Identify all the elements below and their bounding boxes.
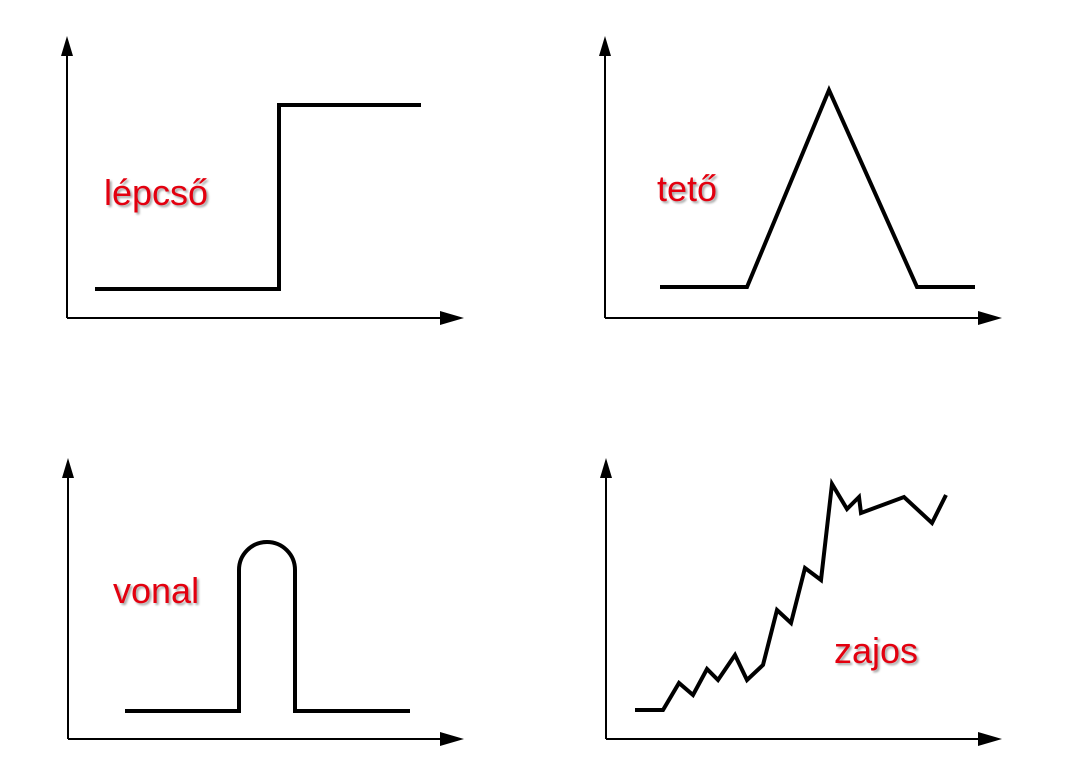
line-profile-curve <box>125 540 410 713</box>
noisy-profile-curve <box>635 477 948 712</box>
roof-profile-curve <box>660 84 975 289</box>
label-step: lépcső <box>104 172 209 213</box>
step-profile-curve <box>95 103 421 291</box>
y-axis-arrow <box>61 36 73 56</box>
y-axis-arrow <box>599 36 611 56</box>
x-axis-arrow <box>978 311 1002 325</box>
label-line: vonal <box>113 570 200 611</box>
label-roof: tető <box>657 168 718 209</box>
x-axis-arrow <box>440 732 464 746</box>
x-axis-arrow <box>978 732 1002 746</box>
label-noisy: zajos <box>834 630 919 671</box>
panel-line <box>62 458 464 746</box>
y-axis-arrow <box>62 458 74 478</box>
panel-roof <box>599 36 1002 325</box>
x-axis-arrow <box>440 311 464 325</box>
panel-noisy <box>600 458 1002 746</box>
y-axis-arrow <box>600 458 612 478</box>
panel-step <box>61 36 464 325</box>
